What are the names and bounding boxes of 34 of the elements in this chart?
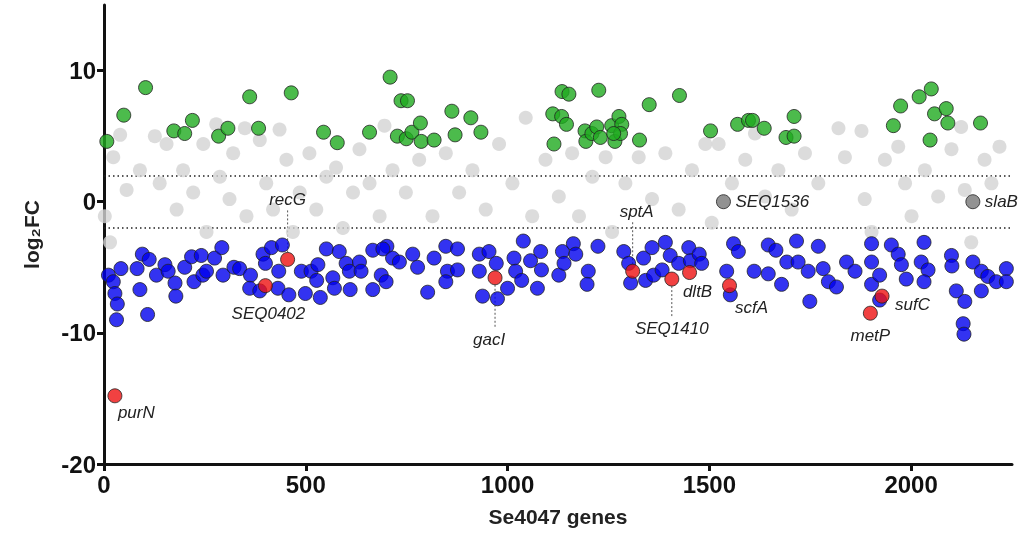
x-tick-label: 500 [285, 470, 326, 498]
annotation: sptA [619, 201, 654, 221]
point [874, 288, 890, 304]
point [280, 251, 296, 267]
x-axis-title: Se4047 genes [488, 505, 628, 528]
x-tick-label: 2000 [884, 470, 938, 498]
annotation: dltB [682, 282, 713, 302]
point [625, 263, 641, 279]
point [257, 278, 273, 294]
y-axis-title: log₂FC [20, 200, 43, 269]
annotation: sufC [895, 294, 931, 314]
annotation: SEQ1410 [634, 318, 710, 338]
annotation: scfA [734, 298, 769, 318]
point [107, 388, 123, 404]
point [862, 305, 878, 321]
point [965, 194, 981, 210]
annotation: SEQ0402 [231, 304, 306, 324]
point [682, 265, 698, 281]
annotation: gacI [472, 330, 506, 350]
annotation: purN [116, 403, 156, 423]
annotation: slaB [984, 192, 1018, 212]
y-tick-label: -20 [61, 450, 96, 478]
y-tick-label: 10 [69, 57, 96, 85]
point [664, 271, 680, 287]
annotation: SEQ1536 [735, 192, 810, 212]
point [487, 270, 503, 286]
annotation: recG [269, 189, 307, 209]
annotation: metP [850, 325, 891, 345]
y-tick-label: -10 [61, 319, 96, 347]
point [722, 278, 738, 294]
y-tick-label: 0 [82, 188, 96, 216]
x-tick-label: 1000 [480, 470, 535, 498]
point [715, 194, 731, 210]
x-tick-label: 1500 [682, 470, 737, 498]
